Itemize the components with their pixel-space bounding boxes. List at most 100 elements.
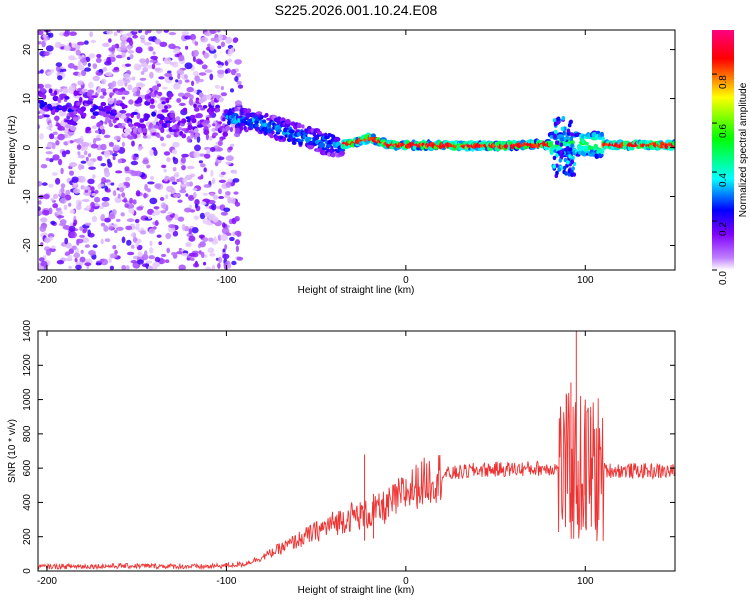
noise-blob (79, 234, 86, 238)
ridge-blob (338, 151, 346, 156)
noise-blob (232, 178, 240, 183)
ridge-blob (585, 141, 589, 146)
noise-blob (196, 135, 201, 143)
noise-blob (116, 218, 121, 222)
ridge-blob (246, 108, 252, 113)
noise-blob (95, 57, 102, 64)
noise-blob (161, 253, 167, 258)
noise-blob (193, 215, 199, 221)
noise-blob (234, 100, 242, 107)
noise-blob (100, 88, 107, 93)
colorbar-tick-label: 0.8 (718, 75, 729, 89)
ridge-blob (181, 118, 187, 124)
noise-blob (169, 176, 176, 183)
noise-blob (68, 202, 72, 207)
noise-blob (121, 192, 126, 198)
ridge-blob (285, 118, 291, 125)
noise-blob (58, 110, 67, 117)
ridge-blob (95, 130, 99, 134)
noise-blob (182, 252, 188, 257)
ridge-blob (296, 123, 302, 129)
ridge-blob (99, 105, 103, 110)
noise-blob (77, 151, 81, 156)
noise-blob (76, 239, 80, 246)
noise-blob (45, 151, 53, 155)
noise-blob (60, 187, 65, 194)
noise-blob (165, 194, 169, 200)
ridge-blob (133, 122, 141, 127)
noise-blob (189, 181, 193, 187)
noise-blob (149, 46, 154, 52)
noise-blob (58, 158, 63, 166)
noise-blob (211, 127, 216, 132)
noise-blob (177, 79, 183, 85)
noise-blob (56, 260, 65, 265)
noise-blob (115, 54, 123, 59)
y-tick-label: -20 (22, 238, 33, 253)
noise-blob (203, 184, 212, 188)
noise-blob (125, 225, 133, 231)
ridge-blob (276, 129, 282, 133)
burst-blob (552, 164, 556, 169)
noise-blob (181, 224, 186, 231)
noise-blob (67, 254, 73, 260)
noise-blob (69, 31, 77, 36)
noise-blob (140, 71, 145, 75)
noise-blob (217, 262, 221, 269)
ridge-blob (307, 143, 315, 150)
noise-blob (60, 183, 66, 189)
noise-blob (121, 51, 126, 58)
noise-blob (108, 47, 116, 52)
noise-blob (145, 57, 150, 65)
noise-blob (193, 89, 198, 94)
ridge-blob (54, 115, 60, 122)
noise-blob (93, 137, 102, 141)
ridge-blob (316, 130, 322, 135)
noise-blob (114, 229, 118, 234)
noise-blob (180, 183, 188, 188)
noise-blob (88, 166, 96, 170)
noise-blob (109, 253, 118, 259)
noise-blob (89, 31, 93, 38)
noise-blob (60, 167, 64, 175)
ridge-blob (81, 88, 88, 93)
colorbar: 0.0 0.2 0.4 0.6 0.8 Normalized spectral ampl… (712, 30, 749, 285)
noise-blob (175, 116, 181, 122)
noise-blob (199, 241, 206, 248)
ridge-blob (264, 112, 269, 118)
noise-blob (212, 216, 219, 223)
ridge-blob (291, 141, 297, 145)
ridge-blob (42, 94, 47, 100)
burst-blob (562, 165, 567, 171)
noise-blob (223, 207, 231, 213)
ridge-blob (164, 116, 171, 122)
ridge-blob (50, 109, 56, 116)
noise-blob (229, 236, 235, 242)
noise-blob (164, 177, 169, 182)
noise-blob (129, 197, 134, 204)
spectrogram-x-label: Height of straight line (km) (298, 285, 415, 296)
noise-blob (82, 199, 90, 202)
ridge-blob (48, 122, 53, 129)
noise-blob (196, 80, 200, 84)
burst-blob (563, 136, 567, 142)
noise-blob (51, 172, 59, 176)
noise-blob (134, 226, 140, 231)
noise-blob (230, 88, 234, 93)
ridge-blob (140, 118, 145, 123)
ridge-blob (105, 117, 110, 123)
ridge-blob (269, 134, 274, 139)
noise-blob (159, 197, 165, 201)
noise-blob (209, 30, 217, 34)
noise-blob (147, 208, 154, 215)
noise-blob (233, 191, 239, 195)
ridge-blob (176, 98, 182, 103)
noise-blob (193, 262, 200, 268)
burst-blob (564, 171, 568, 176)
ridge-blob (239, 125, 244, 131)
noise-blob (194, 203, 198, 209)
ridge-blob (117, 88, 125, 92)
noise-blob (45, 157, 50, 161)
ridge-blob (197, 124, 203, 128)
noise-blob (127, 251, 135, 256)
